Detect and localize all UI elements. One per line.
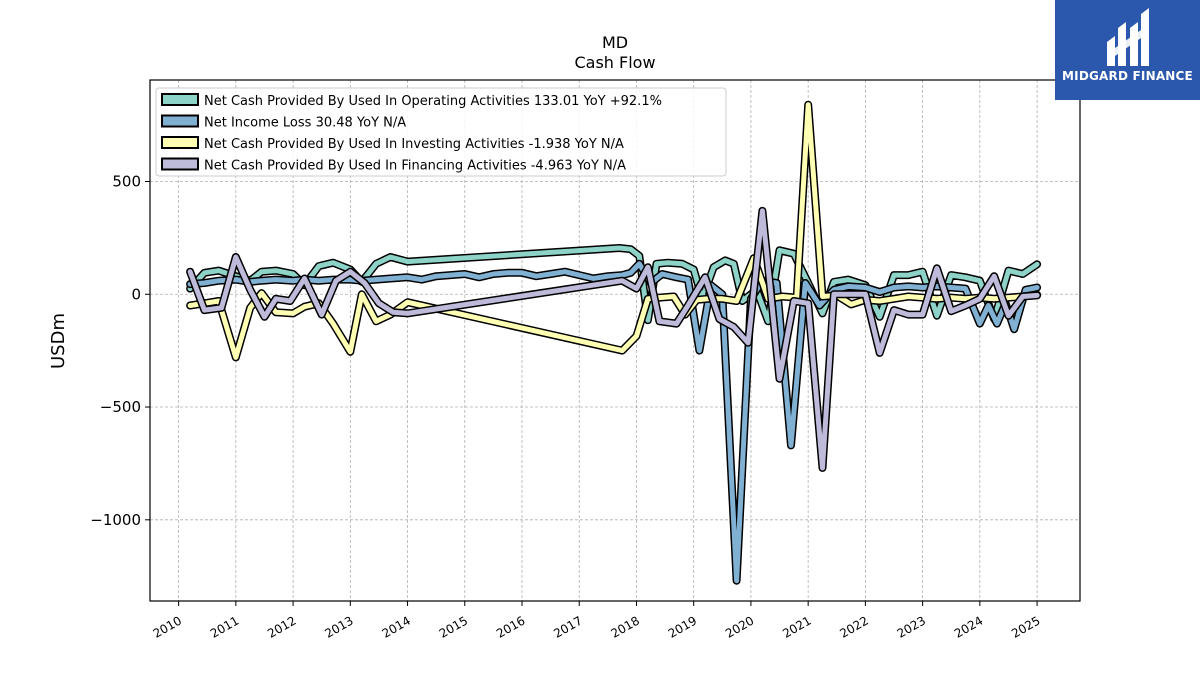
brand-logo: MIDGARD FINANCE [1055, 0, 1200, 100]
y-tick-label: 0 [131, 285, 141, 303]
legend-swatch [161, 157, 199, 171]
chart-subtitle: Cash Flow [574, 53, 655, 72]
legend-label: Net Cash Provided By Used In Operating A… [204, 94, 662, 109]
y-axis-label: USDm [48, 313, 69, 369]
legend-label: Net Income Loss 30.48 YoY N/A [204, 116, 406, 131]
y-tick-label: −1000 [90, 511, 141, 529]
legend-box [155, 87, 727, 177]
series-lines [186, 100, 1042, 585]
brand-name: MIDGARD FINANCE [1062, 69, 1193, 83]
legend-label: Net Cash Provided By Used In Financing A… [204, 159, 626, 174]
legend-swatch [161, 114, 199, 128]
legend-label: Net Cash Provided By Used In Investing A… [204, 137, 624, 152]
legend-swatch [161, 136, 199, 149]
plot-frame [149, 79, 1081, 602]
y-tick-label: 500 [112, 172, 141, 190]
series-line-3 [186, 206, 1042, 472]
chart-title: MD [602, 33, 628, 52]
y-tick-label: −500 [100, 398, 141, 416]
legend-swatch [161, 93, 199, 106]
legend: Net Cash Provided By Used In Operating A… [155, 87, 727, 177]
brand-mark-icon [1107, 8, 1149, 66]
series-path [187, 208, 1040, 471]
